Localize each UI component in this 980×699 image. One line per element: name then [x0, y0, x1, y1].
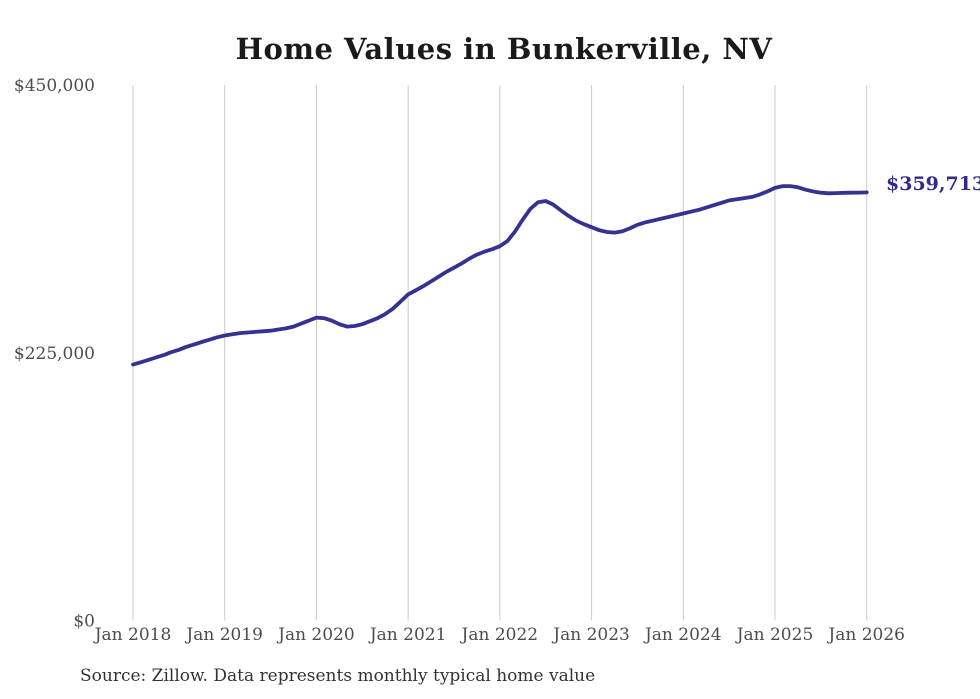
y-axis-tick-label: $225,000: [14, 344, 95, 364]
x-axis-tick-label: Jan 2024: [643, 625, 722, 645]
x-axis-tick-label: Jan 2025: [735, 625, 814, 645]
x-axis-tick-label: Jan 2023: [551, 625, 630, 645]
y-axis-tick-label: $0: [73, 612, 95, 632]
x-axis-tick-label: Jan 2022: [460, 625, 539, 645]
x-axis-tick-label: Jan 2021: [368, 625, 447, 645]
y-axis-tick-label: $450,000: [14, 76, 95, 96]
home-value-line: [131, 184, 869, 367]
source-note: Source: Zillow. Data represents monthly …: [80, 666, 596, 686]
chart-title: Home Values in Bunkerville, NV: [235, 32, 773, 66]
x-axis-tick-label: Jan 2019: [184, 625, 263, 645]
latest-value-label: $359,713: [886, 173, 980, 195]
x-axis-tick-label: Jan 2020: [276, 625, 355, 645]
x-axis-tick-label: Jan 2026: [826, 625, 905, 645]
x-axis-tick-label: Jan 2018: [93, 625, 172, 645]
